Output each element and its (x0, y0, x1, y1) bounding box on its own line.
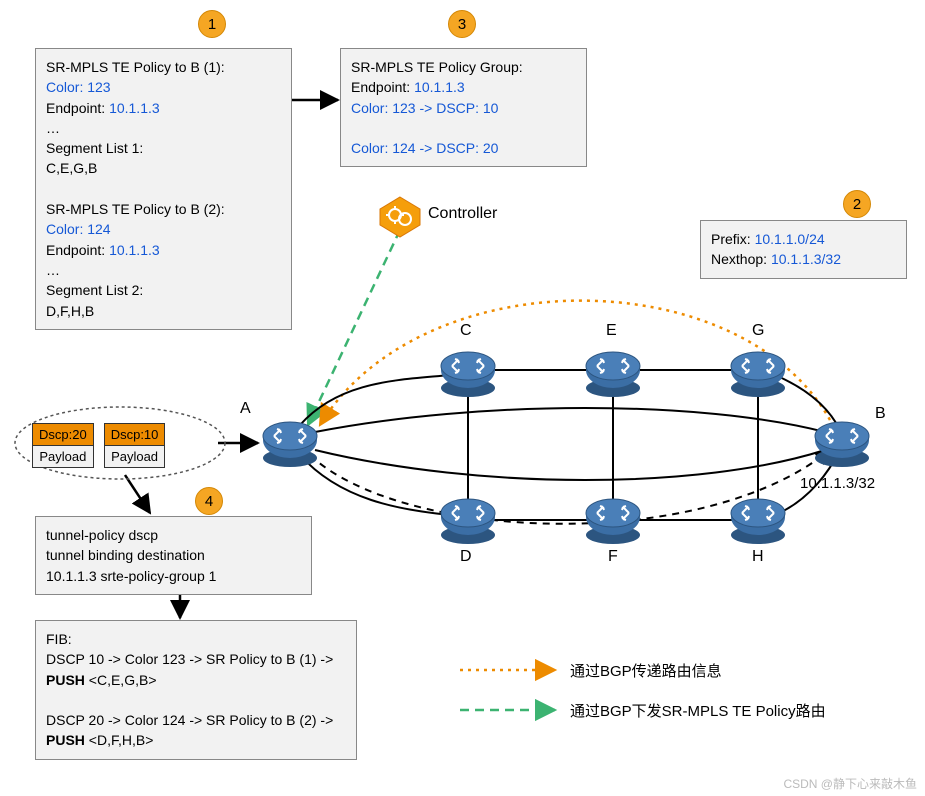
label-b-ip: 10.1.1.3/32 (800, 475, 875, 492)
router-a (260, 418, 320, 468)
packets: Dscp:20 Payload Dscp:10 Payload (32, 423, 165, 468)
label-d: D (460, 548, 472, 566)
t (46, 179, 281, 199)
badge-2: 2 (843, 190, 871, 218)
controller-label: Controller (428, 205, 497, 223)
router-b (812, 418, 872, 468)
t: 10.1.1.3 srte-policy-group 1 (46, 566, 301, 586)
t: DSCP 20 -> Color 124 -> SR Policy to B (… (46, 710, 346, 751)
t: SR-MPLS TE Policy to B (1): (46, 57, 281, 77)
watermark: CSDN @静下心来敲木鱼 (783, 775, 917, 792)
label-b: B (875, 405, 886, 423)
t: Endpoint: 10.1.1.3 (351, 77, 576, 97)
t: C,E,G,B (46, 158, 281, 178)
dscp-label: Dscp:20 (33, 424, 93, 446)
t: Segment List 1: (46, 138, 281, 158)
router-g (728, 348, 788, 398)
box-fib: FIB: DSCP 10 -> Color 123 -> SR Policy t… (35, 620, 357, 760)
t: SR-MPLS TE Policy Group: (351, 57, 576, 77)
label-f: F (608, 548, 618, 566)
payload-label: Payload (105, 446, 165, 467)
router-e (583, 348, 643, 398)
payload-label: Payload (33, 446, 93, 467)
t (46, 690, 346, 710)
router-f (583, 495, 643, 545)
label-a: A (240, 400, 251, 418)
t: Endpoint: 10.1.1.3 (46, 98, 281, 118)
t: Color: 124 -> DSCP: 20 (351, 138, 576, 158)
t: Segment List 2: (46, 280, 281, 300)
badge-4: 4 (195, 487, 223, 515)
router-c (438, 348, 498, 398)
badge-3: 3 (448, 10, 476, 38)
t: Color: 124 (46, 219, 281, 239)
label-c: C (460, 322, 472, 340)
router-h (728, 495, 788, 545)
t: Color: 123 -> DSCP: 10 (351, 98, 576, 118)
label-e: E (606, 322, 617, 340)
packet-dscp10: Dscp:10 Payload (104, 423, 166, 468)
label-h: H (752, 548, 764, 566)
t: Endpoint: 10.1.1.3 (46, 240, 281, 260)
controller-icon (378, 195, 422, 244)
t: Nexthop: 10.1.1.3/32 (711, 249, 896, 269)
t: tunnel-policy dscp (46, 525, 301, 545)
box-policy-group: SR-MPLS TE Policy Group: Endpoint: 10.1.… (340, 48, 587, 167)
packet-dscp20: Dscp:20 Payload (32, 423, 94, 468)
dscp-label: Dscp:10 (105, 424, 165, 446)
t: … (46, 118, 281, 138)
badge-1: 1 (198, 10, 226, 38)
t: D,F,H,B (46, 301, 281, 321)
legend-green: 通过BGP下发SR-MPLS TE Policy路由 (570, 700, 826, 721)
t: Color: 123 (46, 77, 281, 97)
t: Prefix: 10.1.1.0/24 (711, 229, 896, 249)
legend-orange: 通过BGP传递路由信息 (570, 660, 722, 681)
t: tunnel binding destination (46, 545, 301, 565)
t: SR-MPLS TE Policy to B (2): (46, 199, 281, 219)
box-policy: SR-MPLS TE Policy to B (1): Color: 123 E… (35, 48, 292, 330)
t: DSCP 10 -> Color 123 -> SR Policy to B (… (46, 649, 346, 690)
t (351, 118, 576, 138)
t: … (46, 260, 281, 280)
label-g: G (752, 322, 764, 340)
t: FIB: (46, 629, 346, 649)
box-tunnel-policy: tunnel-policy dscp tunnel binding destin… (35, 516, 312, 595)
router-d (438, 495, 498, 545)
box-prefix: Prefix: 10.1.1.0/24 Nexthop: 10.1.1.3/32 (700, 220, 907, 279)
